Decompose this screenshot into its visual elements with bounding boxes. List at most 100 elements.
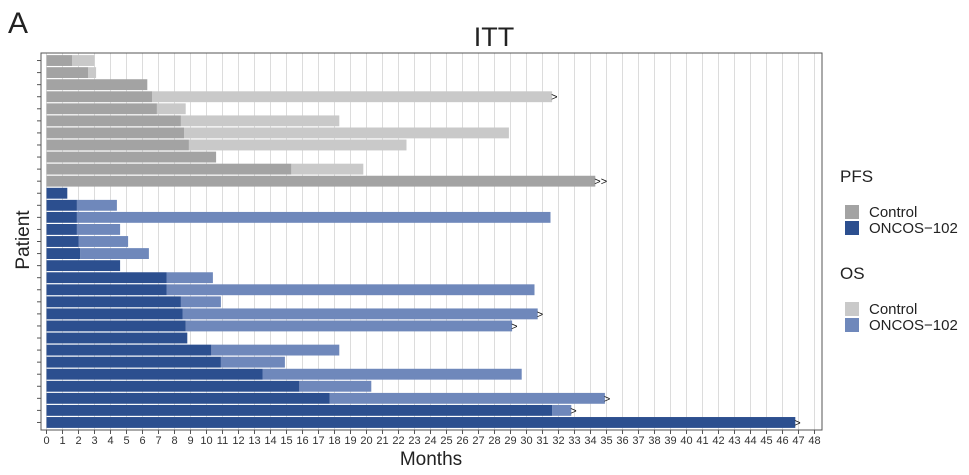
os-bar	[166, 272, 213, 284]
os-bar	[220, 356, 285, 368]
x-tick-label: 27	[472, 435, 484, 447]
pfs-bar	[46, 320, 186, 332]
pfs-bar	[46, 187, 68, 199]
plot-frame	[40, 52, 823, 431]
censor-marker: >	[511, 321, 517, 333]
pfs-bar	[46, 79, 148, 91]
x-tick-label: 4	[107, 435, 113, 447]
os-bar	[182, 308, 538, 320]
legend-swatch	[845, 318, 859, 332]
os-bar	[78, 236, 129, 247]
pfs-bar	[46, 260, 121, 272]
pfs-bar	[46, 55, 73, 66]
x-tick-label: 36	[616, 435, 628, 447]
os-bar	[76, 199, 117, 211]
x-tick-label: 40	[680, 435, 692, 447]
x-tick-label: 48	[808, 435, 820, 447]
censor-marker: >	[551, 92, 557, 104]
x-tick-label: 46	[776, 435, 788, 447]
x-tick-label: 43	[728, 435, 740, 447]
panel-label: A	[8, 7, 28, 40]
pfs-bar	[46, 115, 181, 127]
os-bar	[76, 224, 121, 235]
x-tick-label: 12	[232, 435, 244, 447]
os-bar	[180, 296, 221, 308]
os-bar	[188, 139, 407, 151]
x-tick-label: 17	[312, 435, 324, 447]
os-bar	[291, 163, 364, 175]
legend-label: Control	[869, 301, 917, 318]
os-bar	[88, 67, 97, 79]
x-tick-label: 14	[264, 435, 276, 447]
x-tick-label: 19	[344, 435, 356, 447]
x-tick-label: 6	[139, 435, 145, 447]
os-bar	[80, 248, 149, 259]
pfs-bar	[46, 175, 596, 187]
y-axis-label: Patient	[13, 210, 34, 270]
x-tick-label: 9	[187, 435, 193, 447]
legend-label: ONCOS−102	[869, 317, 958, 334]
pfs-bar	[46, 308, 183, 320]
censor-marker: >	[604, 393, 610, 405]
x-tick-label: 0	[43, 435, 49, 447]
chart-title: ITT	[474, 22, 515, 52]
x-tick-label: 21	[376, 435, 388, 447]
os-bar	[262, 368, 522, 380]
pfs-bar	[46, 284, 167, 296]
pfs-bar	[46, 127, 185, 139]
pfs-bar	[46, 332, 188, 344]
os-bar	[180, 115, 340, 127]
pfs-bar	[46, 368, 263, 380]
x-tick-label: 3	[91, 435, 97, 447]
os-bar	[552, 404, 572, 416]
x-tick-label: 11	[217, 435, 228, 447]
x-tick-label: 20	[360, 435, 372, 447]
x-tick-label: 7	[155, 435, 161, 447]
pfs-bar	[46, 356, 221, 368]
x-axis-label: Months	[400, 449, 462, 470]
os-bar	[166, 284, 535, 296]
os-bar	[185, 320, 513, 332]
x-tick-label: 5	[123, 435, 129, 447]
pfs-bar	[46, 272, 167, 284]
x-tick-label: 29	[504, 435, 516, 447]
x-tick-label: 34	[584, 435, 596, 447]
x-tick-label: 15	[280, 435, 292, 447]
x-tick-label: 2	[75, 435, 81, 447]
pfs-bar	[46, 163, 292, 175]
x-tick-label: 32	[552, 435, 564, 447]
x-tick-label: 39	[664, 435, 676, 447]
x-tick-label: 42	[712, 435, 724, 447]
x-tick-label: 35	[600, 435, 612, 447]
os-bar	[72, 55, 95, 66]
legend-swatch	[845, 302, 859, 316]
os-bar	[156, 103, 186, 115]
pfs-bar	[46, 248, 81, 259]
pfs-bar	[46, 211, 77, 223]
os-bar	[299, 380, 372, 392]
pfs-bar	[46, 380, 300, 392]
pfs-bar	[46, 91, 153, 103]
pfs-bar	[46, 67, 89, 79]
pfs-bar	[46, 224, 77, 235]
os-bar	[76, 211, 551, 223]
legend-label: ONCOS−102	[869, 220, 958, 237]
x-tick-label: 28	[488, 435, 500, 447]
censor-marker: >	[570, 405, 576, 417]
pfs-bar	[46, 404, 553, 416]
pfs-bar	[46, 296, 181, 308]
os-bar	[211, 344, 340, 356]
x-tick-label: 13	[248, 435, 260, 447]
x-tick-label: 18	[328, 435, 340, 447]
legend-title: PFS	[840, 167, 873, 186]
x-tick-label: 25	[440, 435, 452, 447]
x-tick-label: 45	[760, 435, 772, 447]
os-bar	[329, 392, 605, 404]
pfs-bar	[46, 344, 212, 356]
x-tick-label: 38	[648, 435, 660, 447]
pfs-bar	[46, 139, 189, 151]
x-tick-label: 30	[520, 435, 532, 447]
legend-label: Control	[869, 204, 917, 221]
censor-marker: >	[537, 309, 543, 321]
